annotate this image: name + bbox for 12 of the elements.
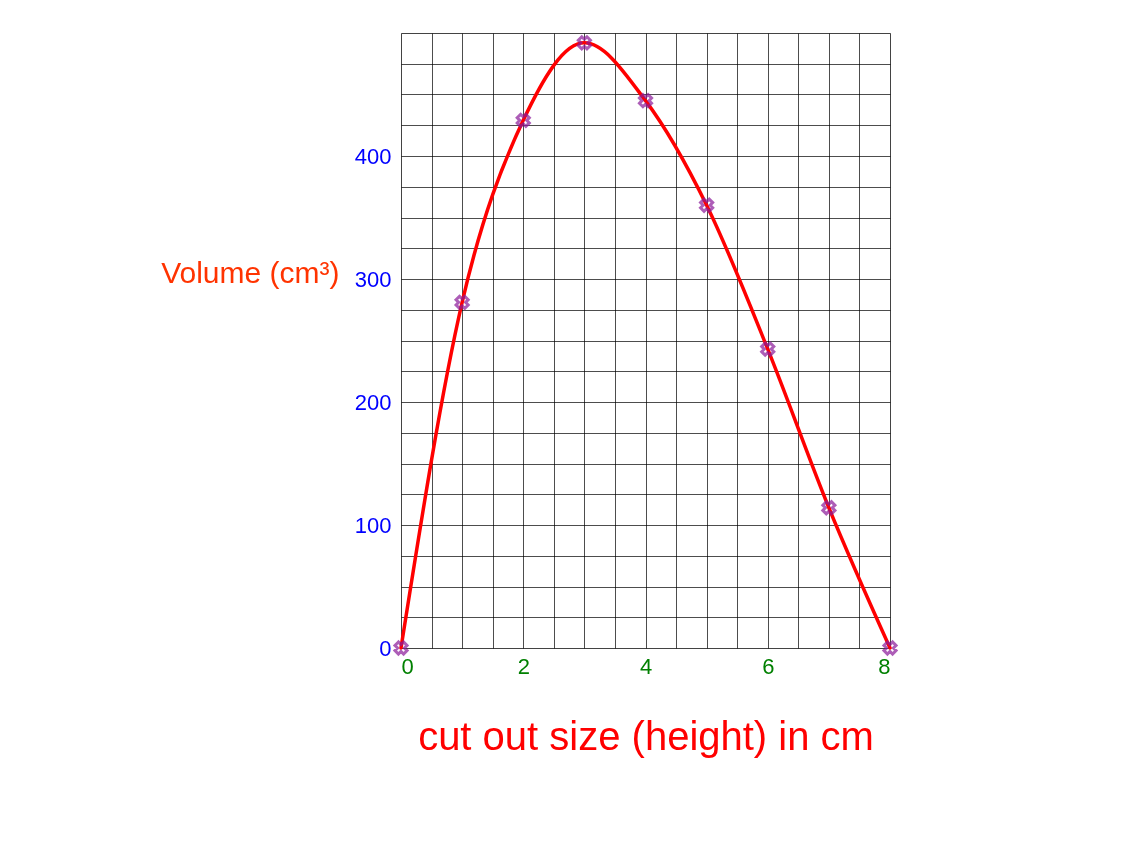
y-tick-label: 400 [354, 143, 392, 169]
y-tick-label: 200 [354, 389, 392, 415]
x-tick-label: 6 [762, 653, 775, 679]
y-tick-label: 0 [379, 635, 392, 661]
x-tick-label: 2 [517, 653, 530, 679]
y-tick-label: 300 [354, 266, 392, 292]
y-axis-title: Volume (cm³) [161, 255, 340, 289]
x-tick-label: 0 [401, 653, 414, 679]
y-tick-label: 100 [354, 512, 392, 538]
x-tick-label: 4 [639, 653, 653, 679]
x-tick-label: 8 [878, 653, 891, 679]
x-axis-title: cut out size (height) in cm [418, 713, 874, 758]
